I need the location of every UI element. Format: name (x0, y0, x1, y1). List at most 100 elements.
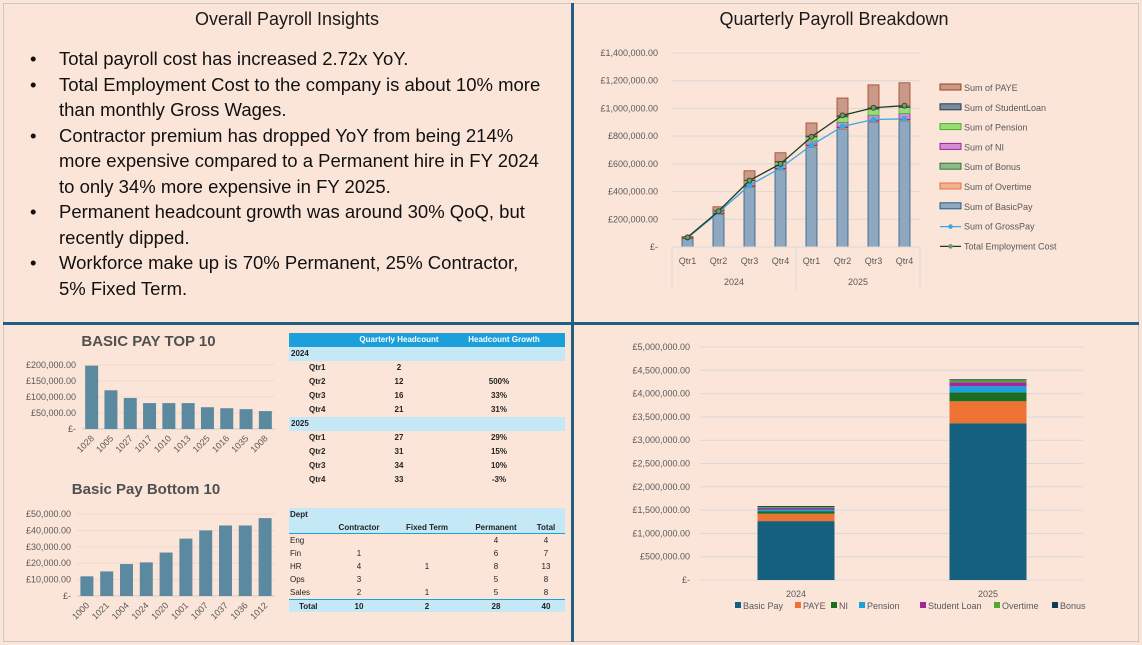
line-point (839, 112, 846, 119)
growth-cell: 15% (490, 447, 507, 456)
column-header: Quarterly Headcount (359, 335, 439, 344)
legend-swatch (735, 602, 741, 608)
y-tick-label: £4,000,000.00 (632, 389, 690, 399)
bar-segment (949, 392, 1027, 402)
bar (80, 576, 94, 596)
line-series (687, 105, 905, 238)
line-point (808, 142, 815, 149)
table-row: Qtr1 27 29% (289, 431, 565, 445)
y-tick-label: £40,000.00 (26, 525, 71, 535)
dept-cell: Fin (290, 549, 302, 558)
count-cell: 5 (493, 575, 499, 584)
bar (139, 562, 153, 596)
legend-label: Sum of NI (964, 142, 1004, 152)
line-point (684, 234, 691, 241)
column-header: Permanent (475, 523, 517, 532)
x-group-label: 2024 (724, 277, 744, 287)
chart-title: Basic Pay Bottom 10 (72, 481, 220, 498)
legend-swatch (1052, 602, 1058, 608)
count-cell: 8 (543, 575, 549, 584)
bar-segment (949, 423, 1027, 580)
horizontal-divider (3, 322, 1139, 325)
quarter-cell: Qtr4 (309, 405, 326, 414)
bar-segment (949, 380, 1027, 383)
y-tick-label: £50,000.00 (31, 408, 76, 418)
y-tick-label: £1,400,000.00 (600, 48, 658, 58)
line-point (870, 104, 877, 111)
x-tick-label: Qtr2 (710, 256, 728, 266)
quarterly-chart-title: Quarterly Payroll Breakdown (719, 9, 949, 29)
bar (238, 525, 252, 596)
bar (159, 552, 173, 596)
column-header: Fixed Term (405, 523, 449, 532)
x-tick-label: Qtr3 (741, 256, 759, 266)
count-cell: 6 (493, 549, 499, 558)
table-row: Qtr1 2 (289, 361, 565, 375)
table-row: Eng 4 4 (289, 534, 565, 547)
bar-segment (949, 382, 1027, 387)
bar (120, 564, 133, 596)
legend-swatch (939, 123, 962, 131)
year-label: 2025 (291, 419, 309, 428)
bar (220, 408, 234, 429)
headcount-cell: 21 (394, 405, 404, 414)
quarter-cell: Qtr1 (309, 433, 326, 442)
legend-label: NI (839, 601, 848, 611)
legend-label: Overtime (1002, 601, 1039, 611)
year-row: 2024 (289, 347, 565, 361)
legend-swatch (994, 602, 1000, 608)
legend-label: Total Employment Cost (964, 241, 1057, 251)
legend-marker (948, 244, 953, 249)
line-point (777, 160, 784, 167)
bar (258, 518, 272, 596)
column-header: Total (536, 523, 556, 532)
growth-cell: 29% (490, 433, 507, 442)
x-tick-label: Qtr2 (834, 256, 852, 266)
x-tick-label: 1008 (249, 433, 270, 454)
x-tick-label: Qtr3 (865, 256, 883, 266)
bar (162, 403, 176, 429)
growth-cell: 500% (488, 377, 510, 386)
y-tick-label: £100,000.00 (26, 392, 76, 402)
count-cell: 13 (541, 562, 551, 571)
growth-cell: 33% (490, 391, 507, 400)
insights-title: Overall Payroll Insights (194, 9, 380, 29)
x-tick-label: 1024 (129, 600, 150, 621)
total-cell: Total (299, 602, 318, 611)
dept-table: Dept Contractor Fixed Term Permanent Total En… (289, 508, 565, 612)
legend-swatch (831, 602, 837, 608)
quarter-cell: Qtr2 (309, 377, 326, 386)
line-point (901, 102, 908, 109)
y-tick-label: £1,000,000.00 (632, 528, 690, 538)
bar-segment (757, 511, 835, 514)
y-tick-label: £1,500,000.00 (632, 505, 690, 515)
line-series (687, 118, 905, 239)
y-tick-label: £400,000.00 (608, 187, 658, 197)
legend-label: Sum of Pension (964, 123, 1028, 133)
y-tick-label: £20,000.00 (26, 558, 71, 568)
bar (123, 397, 137, 429)
bar-segment (757, 513, 835, 522)
bar-segment (743, 187, 756, 248)
line-point (870, 116, 877, 123)
bar-segment (949, 401, 1027, 424)
total-row: Total 10 2 28 40 (289, 599, 565, 612)
total-cell: 40 (541, 602, 551, 611)
headcount-cell: 34 (394, 461, 404, 470)
table-row: Qtr4 33 -3% (289, 473, 565, 487)
bar-segment (949, 386, 1027, 393)
bar (200, 407, 214, 429)
y-tick-label: £2,000,000.00 (632, 482, 690, 492)
insight-bullet: Permanent headcount growth was around 30… (28, 199, 548, 250)
bar-segment (757, 521, 835, 580)
x-tick-label: 1010 (152, 433, 173, 454)
y-tick-label: £600,000.00 (608, 159, 658, 169)
dept-title-row: Dept (289, 508, 565, 521)
legend-swatch (939, 182, 962, 190)
bar (104, 390, 118, 429)
headcount-cell: 27 (394, 433, 404, 442)
count-cell: 1 (356, 549, 362, 558)
line-point (839, 123, 846, 130)
growth-cell: 10% (490, 461, 507, 470)
